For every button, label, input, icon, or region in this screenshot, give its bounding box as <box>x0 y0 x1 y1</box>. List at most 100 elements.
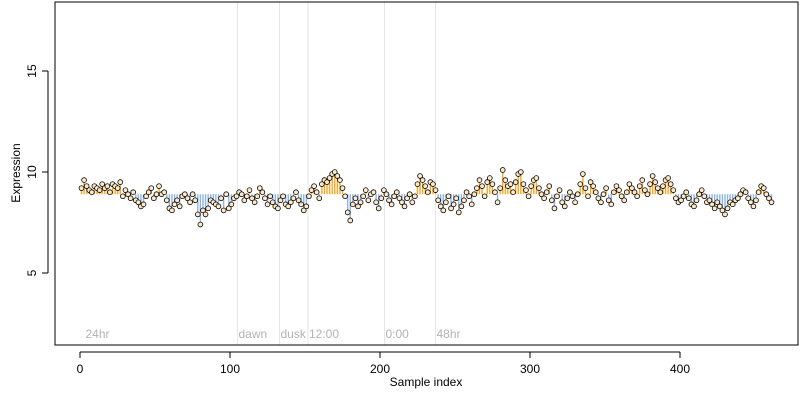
data-point-227 <box>665 175 671 181</box>
data-point-247 <box>717 203 723 210</box>
data-point-216 <box>636 183 643 189</box>
data-point-76 <box>275 205 281 212</box>
data-point-87 <box>303 203 310 210</box>
data-point-177 <box>536 185 542 191</box>
annotation-layer: 24hr dawn dusk 12:00 0:00 48hr <box>86 2 461 345</box>
data-point-91 <box>313 189 320 196</box>
data-point-186 <box>559 199 565 206</box>
data-point-225 <box>660 183 666 189</box>
data-point-17 <box>122 187 129 193</box>
data-point-188 <box>564 195 571 202</box>
data-point-187 <box>561 203 568 210</box>
data-point-104 <box>347 217 354 224</box>
data-point-32 <box>161 189 167 196</box>
data-point-18 <box>125 191 131 198</box>
data-point-44 <box>192 197 199 204</box>
data-point-2 <box>83 183 90 189</box>
data-point-140 <box>440 207 447 214</box>
data-point-178 <box>538 191 545 198</box>
data-point-98 <box>331 169 338 175</box>
data-point-264 <box>760 185 767 191</box>
data-point-138 <box>435 197 441 204</box>
y-tick-label-10: 10 <box>25 165 39 179</box>
data-point-63 <box>241 197 248 204</box>
data-point-230 <box>673 195 679 202</box>
y-tick-label-5: 5 <box>25 269 39 276</box>
data-point-36 <box>171 201 178 208</box>
data-point-139 <box>437 203 444 210</box>
data-point-37 <box>174 197 180 204</box>
data-point-27 <box>148 185 155 191</box>
data-point-222 <box>652 179 659 185</box>
data-point-29 <box>153 191 160 198</box>
data-point-254 <box>735 195 741 202</box>
data-point-92 <box>316 195 323 202</box>
data-point-202 <box>600 191 607 198</box>
data-point-77 <box>277 197 284 204</box>
data-point-161 <box>494 199 501 206</box>
data-point-121 <box>391 193 397 200</box>
data-point-190 <box>569 193 576 200</box>
data-point-173 <box>525 193 532 200</box>
data-point-156 <box>481 193 488 200</box>
data-point-118 <box>383 191 390 198</box>
data-point-147 <box>458 203 465 210</box>
data-point-69 <box>257 185 263 191</box>
data-point-4 <box>89 189 95 196</box>
data-point-72 <box>264 201 271 208</box>
data-point-107 <box>355 203 361 210</box>
data-point-7 <box>96 187 103 193</box>
data-point-154 <box>476 177 483 183</box>
data-point-181 <box>546 183 553 189</box>
data-point-245 <box>711 205 718 212</box>
data-point-58 <box>228 201 235 208</box>
data-point-157 <box>484 179 491 185</box>
data-point-237 <box>691 203 697 210</box>
data-point-124 <box>399 199 405 206</box>
data-point-259 <box>748 199 754 206</box>
data-point-134 <box>424 189 431 196</box>
data-point-19 <box>127 195 134 202</box>
data-point-80 <box>285 203 292 210</box>
data-point-110 <box>362 187 369 193</box>
data-point-233 <box>680 193 687 200</box>
data-point-220 <box>647 181 653 187</box>
data-point-196 <box>585 193 591 200</box>
data-point-122 <box>393 189 400 196</box>
data-point-56 <box>223 191 230 198</box>
axes-layer: 0 100 200 300 400 5 10 15 <box>25 64 690 376</box>
data-point-125 <box>401 203 408 210</box>
data-point-146 <box>456 209 462 216</box>
data-point-10 <box>104 183 111 189</box>
data-point-167 <box>510 189 516 196</box>
data-point-197 <box>587 179 594 185</box>
data-point-128 <box>409 199 416 206</box>
data-point-153 <box>474 185 480 191</box>
data-point-149 <box>463 189 470 196</box>
data-point-223 <box>654 185 661 191</box>
data-point-20 <box>130 189 136 196</box>
data-point-84 <box>295 197 302 204</box>
data-point-131 <box>417 173 423 179</box>
data-point-130 <box>414 181 421 187</box>
data-point-136 <box>430 181 436 187</box>
data-point-266 <box>766 195 772 202</box>
data-point-78 <box>280 193 286 200</box>
data-point-219 <box>644 191 651 198</box>
x-tick-label-0: 0 <box>77 362 84 376</box>
data-point-182 <box>549 197 555 204</box>
data-point-228 <box>667 181 674 187</box>
data-point-257 <box>742 189 749 196</box>
data-point-106 <box>352 195 359 202</box>
data-point-191 <box>572 199 578 206</box>
data-point-24 <box>140 201 147 208</box>
data-point-210 <box>621 197 627 204</box>
data-point-214 <box>631 189 638 196</box>
data-point-111 <box>365 197 372 204</box>
data-point-192 <box>574 191 581 198</box>
data-point-164 <box>502 177 509 183</box>
data-point-113 <box>370 189 377 196</box>
data-point-204 <box>605 197 612 204</box>
y-tick-label-15: 15 <box>25 64 39 78</box>
